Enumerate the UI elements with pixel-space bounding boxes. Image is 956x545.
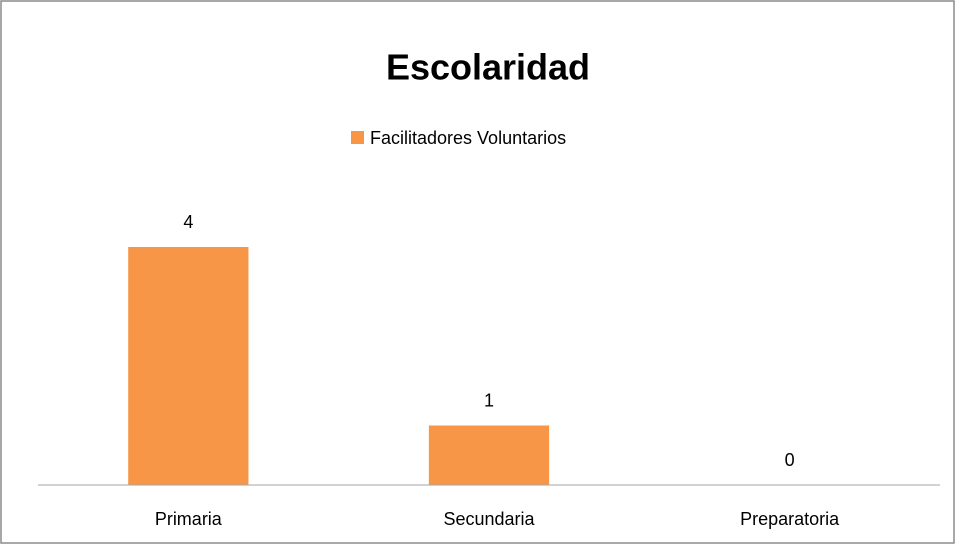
x-tick-label: Primaria	[155, 509, 223, 529]
legend-swatch	[351, 131, 364, 144]
data-label: 4	[183, 212, 193, 232]
legend-label: Facilitadores Voluntarios	[370, 128, 566, 148]
data-label: 1	[484, 390, 494, 410]
data-label: 0	[785, 450, 795, 470]
chart-title: Escolaridad	[386, 47, 590, 88]
bar	[128, 247, 249, 485]
x-tick-label: Preparatoria	[740, 509, 840, 529]
x-tick-label: Secundaria	[443, 509, 535, 529]
bar	[428, 425, 550, 485]
